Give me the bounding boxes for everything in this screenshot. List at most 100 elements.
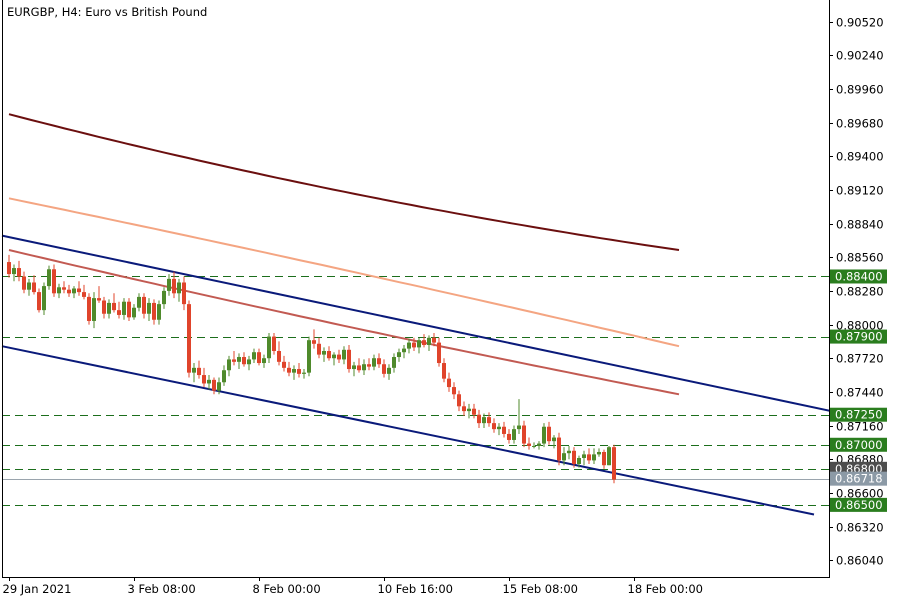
channel-line	[1, 345, 815, 516]
candle-body	[372, 358, 376, 367]
candle-body	[497, 426, 501, 430]
candle-body	[587, 454, 591, 461]
candle-body	[277, 351, 281, 362]
last-price-tag-bg	[830, 471, 887, 486]
candle-body	[157, 304, 161, 320]
time-tick-label: 8 Feb 00:00	[253, 582, 321, 596]
candle-body	[152, 302, 156, 320]
candle-body	[82, 292, 86, 297]
candle-body	[207, 379, 211, 384]
candle-body	[287, 367, 291, 373]
price-tick-label: 0.87160	[836, 420, 884, 434]
candle-body	[132, 307, 136, 318]
candle-body	[177, 282, 181, 294]
candle-body	[102, 300, 106, 314]
price-tick-label: 0.87720	[836, 352, 884, 366]
candle-body	[597, 451, 601, 455]
candle-body	[547, 426, 551, 442]
level-price-tag-bg	[830, 437, 887, 452]
price-tick-label: 0.86040	[836, 554, 884, 568]
price-tick-label: 0.88560	[836, 251, 884, 265]
candle-body	[222, 370, 226, 383]
candle-body	[262, 358, 266, 364]
candle-body	[342, 349, 346, 360]
candle-body	[62, 287, 66, 290]
channel-line	[1, 234, 855, 417]
candle-body	[507, 433, 511, 440]
candle-body	[127, 301, 131, 318]
candle-body	[137, 296, 141, 308]
candle-body	[512, 429, 516, 440]
candle-body	[572, 450, 576, 465]
candle-body	[77, 288, 81, 293]
price-tick-label: 0.88840	[836, 218, 884, 232]
candle-body	[592, 454, 596, 461]
price-tick-label: 0.89120	[836, 184, 884, 198]
candle-body	[347, 349, 351, 370]
candle-body	[412, 342, 416, 348]
moving-average-line	[8, 113, 680, 251]
candle-body	[12, 268, 16, 275]
candle-body	[582, 454, 586, 458]
candle-body	[67, 289, 71, 294]
level-price-tag-bg	[830, 329, 887, 344]
candle-body	[182, 282, 186, 305]
candle-body	[367, 364, 371, 367]
candle-body	[447, 378, 451, 388]
time-tick-label: 29 Jan 2021	[3, 582, 72, 596]
candle-body	[57, 287, 61, 294]
price-tick-label: 0.86600	[836, 487, 884, 501]
candle-body	[142, 296, 146, 314]
candle-body	[297, 369, 301, 374]
candle-body	[462, 406, 466, 412]
level-price-tag: 0.87000	[835, 438, 883, 452]
candle-body	[312, 340, 316, 344]
candle-body	[107, 302, 111, 314]
candle-body	[202, 375, 206, 384]
candle-body	[227, 359, 231, 371]
candle-body	[72, 288, 76, 294]
moving-average-line	[8, 249, 680, 396]
level-price-tag-bg	[830, 407, 887, 422]
candle-body	[167, 278, 171, 291]
candle-body	[237, 357, 241, 362]
moving-average-line	[8, 197, 680, 348]
candle-body	[322, 351, 326, 355]
level-price-tag: 0.87900	[835, 330, 883, 344]
candle-body	[397, 352, 401, 358]
price-tick-label: 0.88280	[836, 285, 884, 299]
candle-body	[467, 408, 471, 412]
price-tick-label: 0.89680	[836, 117, 884, 131]
candle-body	[247, 359, 251, 365]
candle-body	[357, 365, 361, 371]
level-price-tag: 0.86500	[835, 498, 883, 512]
candle-body	[42, 286, 46, 311]
candle-body	[502, 426, 506, 434]
candle-body	[427, 337, 431, 345]
candle-body	[457, 394, 461, 407]
candle-body	[482, 417, 486, 424]
candle-body	[27, 282, 31, 290]
candle-body	[522, 425, 526, 444]
candle-body	[162, 290, 166, 305]
candle-body	[97, 298, 101, 301]
candle-body	[337, 354, 341, 360]
price-tick-label: 0.89960	[836, 83, 884, 97]
candle-body	[242, 357, 246, 365]
time-tick-label: 18 Feb 00:00	[628, 582, 703, 596]
candle-body	[87, 296, 91, 321]
level-price-tag-bg	[830, 497, 887, 512]
candle-body	[487, 417, 491, 424]
price-tick-label: 0.88000	[836, 319, 884, 333]
candle-body	[432, 337, 436, 343]
candle-body	[602, 451, 606, 466]
price-tick-label: 0.90240	[836, 49, 884, 63]
level-price-tag: 0.87250	[835, 408, 883, 422]
chart-title: EURGBP, H4: Euro vs British Pound	[7, 5, 207, 19]
time-tick-label: 3 Feb 08:00	[128, 582, 196, 596]
level-price-tag-bg	[830, 269, 887, 284]
candle-body	[197, 367, 201, 376]
candle-body	[562, 453, 566, 461]
